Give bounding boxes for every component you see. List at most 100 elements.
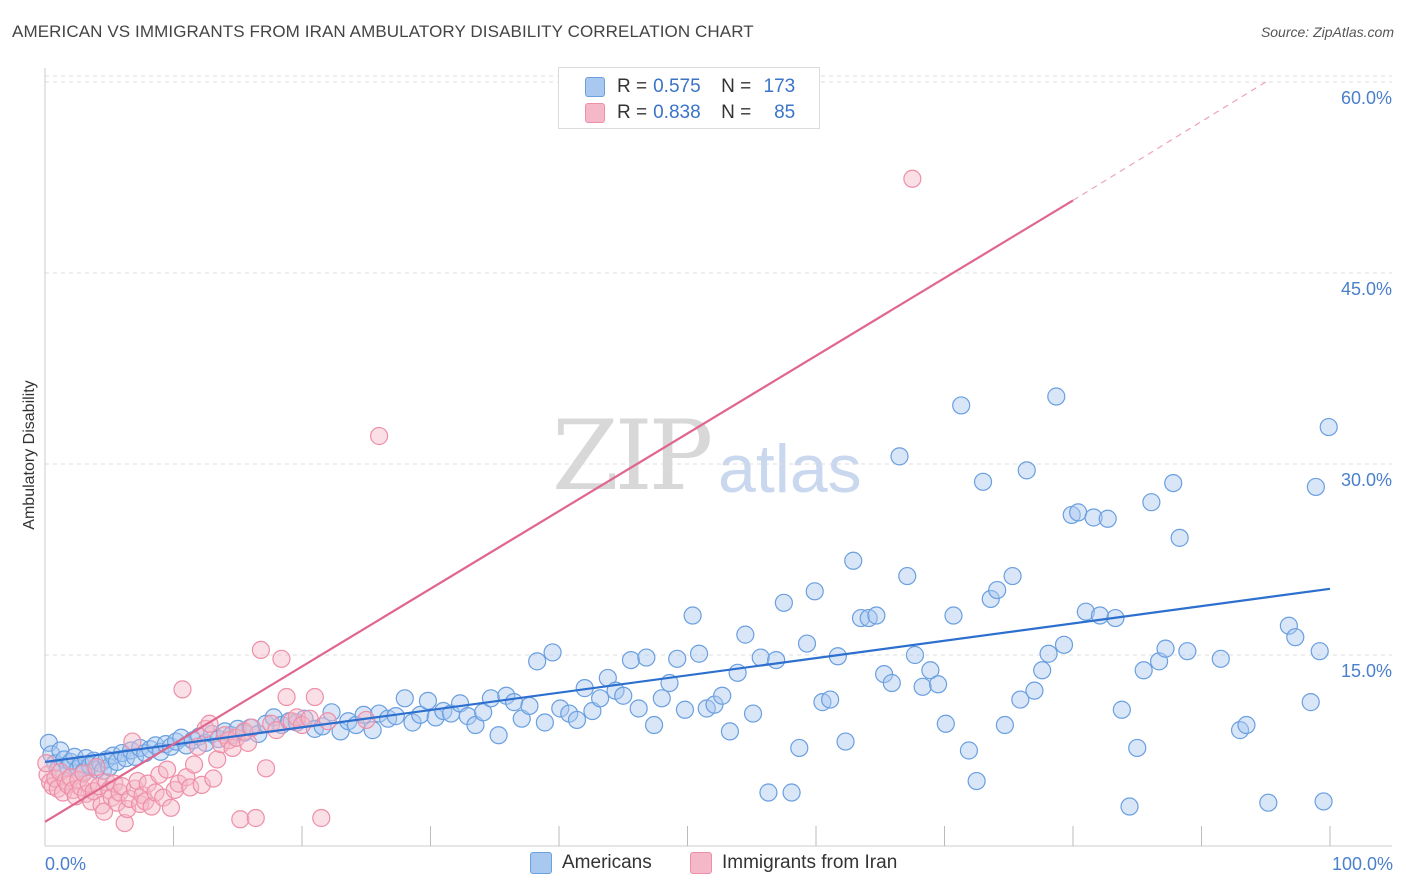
americans-point [1279,616,1298,635]
bottom-legend-label-americans: Americans [562,852,652,873]
iran-trend-line-extension [1072,81,1267,201]
americans-point [995,715,1014,735]
americans-point [759,783,778,802]
bottom-legend-swatch-iran [690,852,712,874]
iran-point [115,813,134,833]
legend-n-value: 173 [763,76,796,97]
americans-point [535,713,554,732]
americans-point [913,677,932,696]
legend-n-label: N = [721,102,752,123]
americans-point [882,673,901,693]
americans-point [1286,628,1305,647]
americans-point [1084,508,1103,527]
americans-point [1259,793,1278,812]
americans-point [1039,644,1058,663]
americans-point [652,689,671,708]
americans-point [481,689,500,708]
americans-point [418,691,438,710]
y-tick-label: 30.0% [1341,470,1392,490]
americans-point [1017,461,1036,480]
americans-point [1170,528,1189,547]
y-axis-label: Ambulatory Disability [21,380,38,530]
americans-point [689,644,709,663]
americans-point [898,566,917,586]
americans-point [959,741,979,760]
iran-point [208,750,227,769]
americans-point [1314,792,1333,811]
americans-point [1211,649,1230,668]
americans-point [1047,387,1066,406]
americans-point [944,606,963,625]
americans-point [1142,493,1161,512]
americans-point [1003,566,1022,586]
iran-point [305,687,324,707]
americans-point [713,686,732,705]
americans-point [973,472,993,491]
iran-point [95,802,114,821]
legend-swatch-iran [585,103,605,123]
iran-point [87,757,106,777]
iran-point [370,426,389,446]
iran-point [238,733,258,752]
watermark-atlas: atlas [718,431,862,507]
americans-point [621,650,641,670]
americans-point [1178,642,1197,661]
americans-point [322,703,341,722]
iran-point [161,798,181,817]
americans-point [1098,509,1117,528]
iran-point [204,769,223,788]
americans-point [567,710,587,730]
iran-point [123,732,142,751]
iran-point [184,755,204,774]
americans-point [1112,700,1131,719]
iran-point [231,810,250,829]
iran-point [318,712,337,731]
americans-point [774,593,793,612]
americans-point [528,652,547,671]
x-tick-label: 100.0% [1332,854,1393,874]
iran-point [192,775,211,794]
americans-point [551,699,570,718]
americans-point [1076,602,1095,621]
iran-point [173,680,192,699]
americans-point [928,675,948,694]
americans-trend-line [44,587,1331,764]
x-tick-label: 0.0% [45,854,86,874]
americans-point [952,396,971,415]
legend-r-label: R = [617,76,648,97]
americans-point [1237,715,1256,735]
americans-point [782,783,801,802]
americans-point [1310,642,1329,661]
americans-point [844,551,863,570]
americans-point [675,700,695,719]
americans-point [504,693,524,712]
americans-point [125,747,145,766]
americans-point [489,726,508,745]
americans-point [767,650,786,670]
iran-point [277,687,296,707]
americans-point [403,713,422,732]
americans-point [851,608,871,628]
americans-point [1301,693,1320,712]
americans-point [720,722,740,741]
americans-point [836,732,855,751]
iran-point [157,760,177,779]
americans-point [644,715,664,735]
bottom-legend-label-iran: Immigrants from Iran [722,852,898,873]
americans-point [1306,477,1325,497]
americans-point [736,625,755,644]
iran-trend-line [44,199,1074,823]
americans-point [1134,661,1153,680]
americans-point [981,589,1000,609]
correlation-legend: R = 0.575 N = 173 R = 0.838 N = 85 [558,67,820,129]
americans-point [821,690,840,709]
americans-point [867,606,886,625]
chart-title: AMERICAN VS IMMIGRANTS FROM IRAN AMBULAT… [12,22,754,41]
iran-point [251,640,270,660]
legend-n-label: N = [721,76,752,97]
americans-point [936,714,955,733]
iran-point [242,718,261,737]
legend-row-americans: R = 0.575 N = 173 [585,74,795,100]
americans-point [805,582,824,601]
